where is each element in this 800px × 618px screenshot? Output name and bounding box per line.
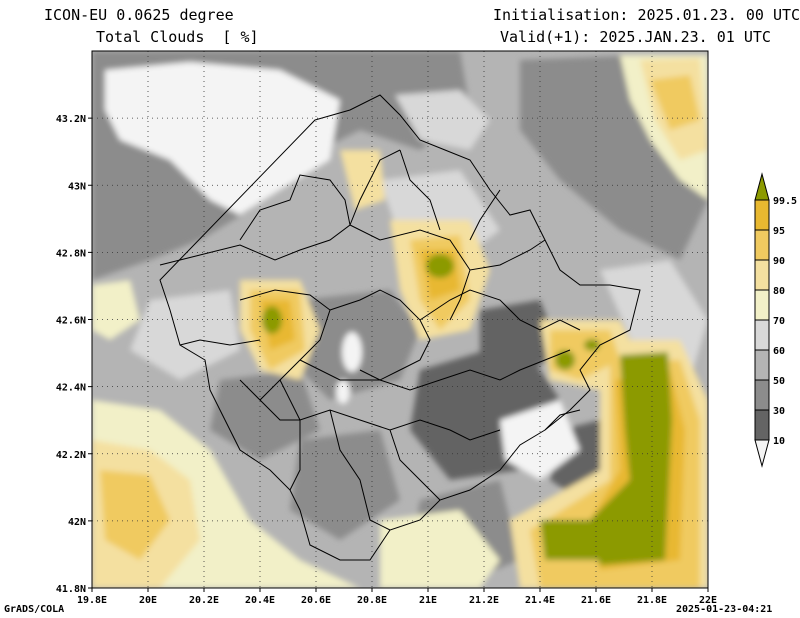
cloud-cover-field [92, 51, 708, 588]
x-tick-label: 21.2E [469, 595, 499, 606]
colorbar-max-triangle [754, 172, 770, 201]
footer-left: GrADS/COLA [4, 604, 65, 615]
colorbar-label: 10 [773, 436, 785, 447]
x-axis-ticks: 19.8E 20E 20.2E 20.4E 20.6E 20.8E 21E 21.2E 21.4… [77, 588, 717, 606]
colorbar: 99.5 95 90 80 70 60 50 30 10 [754, 172, 797, 468]
x-tick-label: 21.4E [525, 595, 555, 606]
x-tick-label: 22E [699, 595, 717, 606]
colorbar-swatch [754, 349, 770, 381]
x-tick-label: 21.6E [581, 595, 611, 606]
x-tick-label: 20.2E [189, 595, 219, 606]
colorbar-label: 30 [773, 406, 785, 417]
x-tick-label: 21.8E [637, 595, 667, 606]
x-tick-label: 20E [139, 595, 157, 606]
boundary-lines [159, 94, 641, 561]
colorbar-label: 90 [773, 256, 785, 267]
y-axis-ticks: 43.2N 43N 42.8N 42.6N 42.4N 42.2N 42N 41.8N [56, 114, 92, 595]
colorbar-label: 60 [773, 346, 785, 357]
colorbar-min-triangle [754, 439, 770, 468]
valid-time: Valid(+1): 2025.JAN.23. 01 UTC [500, 28, 771, 46]
colorbar-swatch [754, 379, 770, 411]
y-tick-label: 43.2N [56, 114, 86, 125]
colorbar-label: 99.5 [773, 196, 797, 207]
x-tick-label: 21E [419, 595, 437, 606]
y-tick-label: 42N [68, 517, 86, 528]
footer-right: 2025-01-23-04:21 [676, 604, 773, 615]
x-tick-label: 20.4E [245, 595, 275, 606]
variable-title: Total Clouds [ %] [96, 28, 259, 46]
colorbar-swatch [754, 259, 770, 291]
x-tick-label: 20.8E [357, 595, 387, 606]
colorbar-swatch [754, 289, 770, 321]
x-tick-label: 20.6E [301, 595, 331, 606]
x-tick-label: 19.8E [77, 595, 107, 606]
y-tick-label: 42.6N [56, 316, 86, 327]
colorbar-swatch [754, 409, 770, 441]
y-tick-label: 42.8N [56, 248, 86, 259]
init-time: Initialisation: 2025.01.23. 00 UTC [493, 6, 800, 24]
model-title: ICON-EU 0.0625 degree [44, 6, 234, 24]
colorbar-label: 80 [773, 286, 785, 297]
colorbar-swatch [754, 199, 770, 231]
y-tick-label: 42.2N [56, 450, 86, 461]
y-tick-label: 42.4N [56, 383, 86, 394]
colorbar-label: 70 [773, 316, 785, 327]
colorbar-swatch [754, 319, 770, 351]
y-tick-label: 43N [68, 181, 86, 192]
colorbar-label: 50 [773, 376, 785, 387]
colorbar-label: 95 [773, 226, 785, 237]
y-tick-label: 41.8N [56, 584, 86, 595]
colorbar-swatch [754, 229, 770, 261]
